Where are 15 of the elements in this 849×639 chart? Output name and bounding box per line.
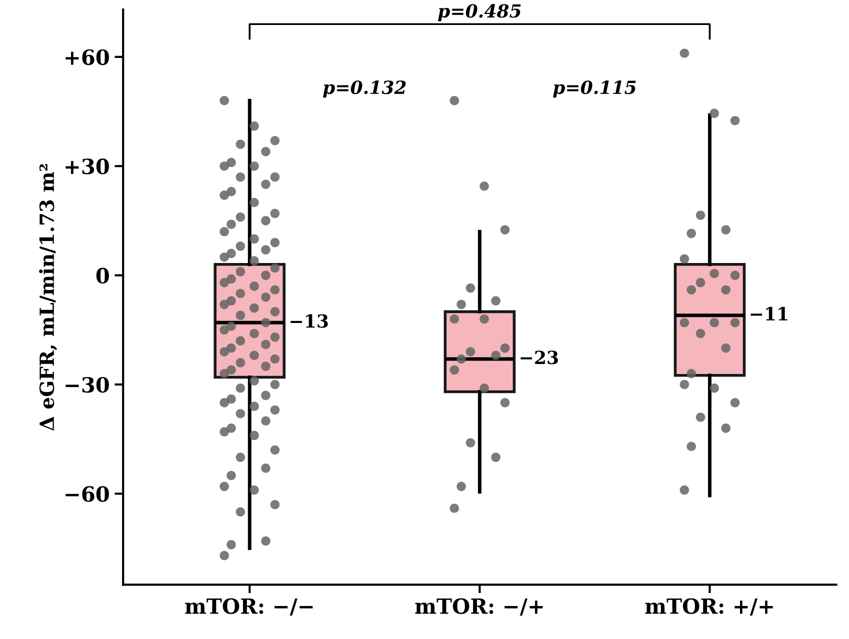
annotation: −13 xyxy=(290,314,328,328)
annotation: p=0.132 xyxy=(322,80,406,98)
y-tick-label: +30 xyxy=(66,158,109,174)
y-tick-label: 0 xyxy=(96,268,109,284)
y-tick-label: −30 xyxy=(66,376,109,393)
y-axis-title: Δ eGFR, mL/min/1.73 m² xyxy=(39,164,58,431)
annotation: −23 xyxy=(520,350,558,364)
x-tick-label: mTOR: −/+ xyxy=(415,598,543,616)
annotation: p=0.115 xyxy=(553,80,636,98)
annotation: p=0.485 xyxy=(438,4,521,22)
x-tick-label: mTOR: +/+ xyxy=(645,598,773,616)
annotation: −11 xyxy=(750,306,788,320)
y-tick-label: +60 xyxy=(66,49,109,66)
x-tick-label: mTOR: −/− xyxy=(185,598,313,616)
y-tick-label: −60 xyxy=(66,486,109,502)
